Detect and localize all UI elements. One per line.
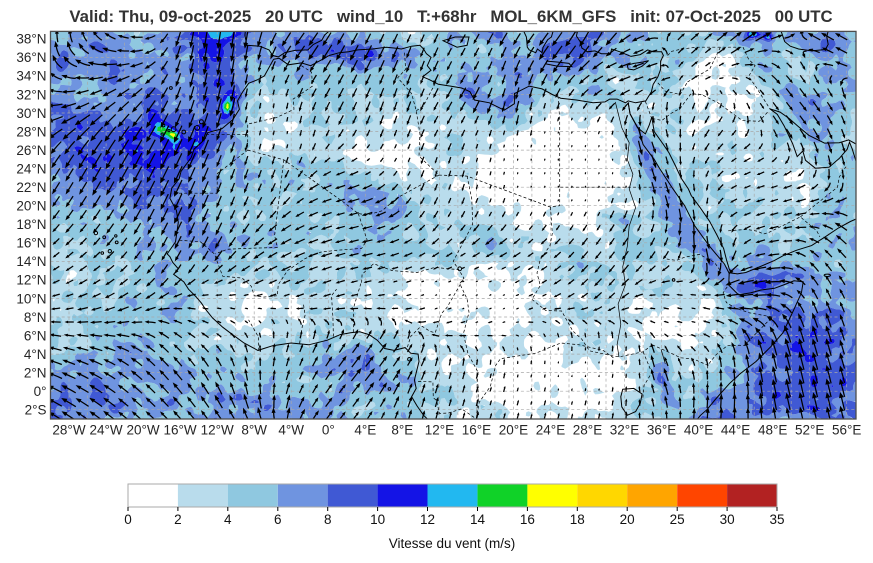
svg-text:25: 25	[670, 512, 685, 527]
svg-text:8°E: 8°E	[391, 423, 413, 438]
svg-text:10: 10	[370, 512, 385, 527]
svg-text:16: 16	[520, 512, 535, 527]
svg-text:22°N: 22°N	[16, 180, 46, 195]
svg-text:4°N: 4°N	[24, 347, 47, 362]
svg-text:28°E: 28°E	[573, 423, 602, 438]
svg-text:56°E: 56°E	[832, 423, 861, 438]
svg-text:10°N: 10°N	[16, 291, 46, 306]
svg-text:14: 14	[470, 512, 486, 527]
svg-text:2°S: 2°S	[25, 403, 47, 418]
svg-text:0: 0	[124, 512, 132, 527]
svg-text:Valid: Thu, 09-oct-2025 20 U: Valid: Thu, 09-oct-2025 20 UTC wind_10 T…	[69, 7, 832, 26]
svg-text:32°N: 32°N	[16, 87, 46, 102]
svg-text:12: 12	[420, 512, 435, 527]
svg-text:Vitesse du vent (m/s): Vitesse du vent (m/s)	[389, 536, 516, 551]
svg-text:0°: 0°	[34, 384, 47, 399]
svg-text:14°N: 14°N	[16, 254, 46, 269]
svg-text:0°: 0°	[322, 423, 335, 438]
svg-text:34°N: 34°N	[16, 69, 46, 84]
svg-text:44°E: 44°E	[721, 423, 750, 438]
svg-text:8: 8	[324, 512, 332, 527]
svg-text:4: 4	[224, 512, 232, 527]
svg-text:30°N: 30°N	[16, 106, 46, 121]
svg-text:24°E: 24°E	[536, 423, 565, 438]
svg-text:24°W: 24°W	[90, 423, 123, 438]
svg-text:38°N: 38°N	[16, 32, 46, 47]
svg-text:36°N: 36°N	[16, 50, 46, 65]
svg-text:16°N: 16°N	[16, 236, 46, 251]
svg-text:18°N: 18°N	[16, 217, 46, 232]
svg-text:18: 18	[570, 512, 585, 527]
svg-text:48°E: 48°E	[758, 423, 787, 438]
svg-text:28°N: 28°N	[16, 124, 46, 139]
svg-text:30: 30	[720, 512, 735, 527]
svg-text:16°E: 16°E	[462, 423, 491, 438]
svg-text:36°E: 36°E	[647, 423, 676, 438]
svg-text:2: 2	[174, 512, 182, 527]
svg-text:20: 20	[620, 512, 635, 527]
svg-text:24°N: 24°N	[16, 161, 46, 176]
svg-text:6: 6	[274, 512, 282, 527]
svg-text:20°W: 20°W	[127, 423, 160, 438]
svg-text:4°W: 4°W	[278, 423, 304, 438]
svg-text:12°W: 12°W	[201, 423, 234, 438]
svg-text:32°E: 32°E	[610, 423, 639, 438]
svg-text:4°E: 4°E	[354, 423, 376, 438]
svg-text:12°N: 12°N	[16, 273, 46, 288]
svg-text:20°E: 20°E	[499, 423, 528, 438]
svg-text:16°W: 16°W	[164, 423, 197, 438]
svg-text:12°E: 12°E	[425, 423, 454, 438]
svg-text:6°N: 6°N	[24, 328, 47, 343]
svg-text:26°N: 26°N	[16, 143, 46, 158]
svg-text:20°N: 20°N	[16, 199, 46, 214]
svg-text:40°E: 40°E	[684, 423, 713, 438]
svg-text:28°W: 28°W	[52, 423, 85, 438]
svg-text:2°N: 2°N	[24, 365, 47, 380]
svg-text:8°W: 8°W	[241, 423, 267, 438]
svg-text:8°N: 8°N	[24, 310, 47, 325]
svg-text:52°E: 52°E	[795, 423, 824, 438]
svg-text:35: 35	[769, 512, 784, 527]
